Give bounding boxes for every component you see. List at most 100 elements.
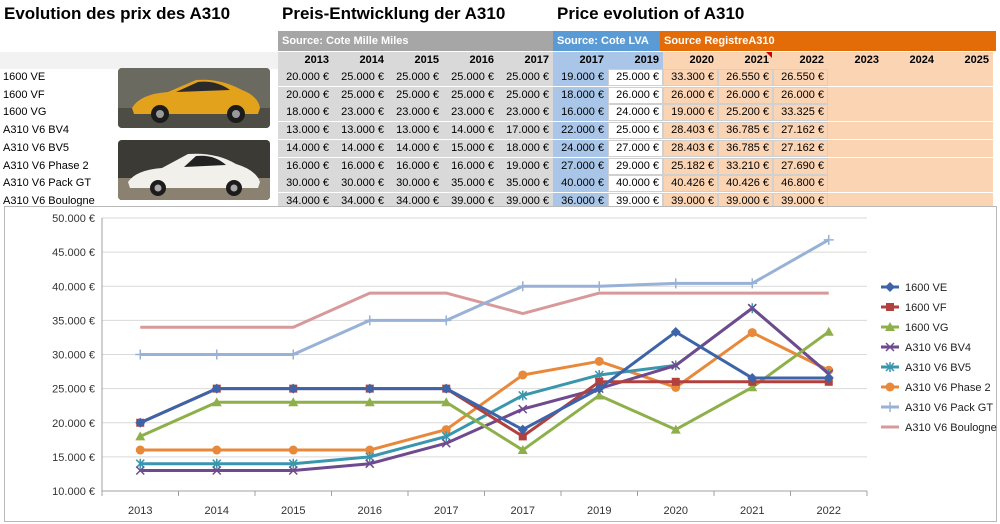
price-cell[interactable]: 30.000 €	[388, 175, 443, 193]
price-cell[interactable]: 27.000 €	[608, 139, 663, 157]
year-header[interactable]: 2017	[553, 52, 608, 69]
price-cell[interactable]: 24.000 €	[608, 104, 663, 122]
price-cell[interactable]: 29.000 €	[608, 157, 663, 175]
year-header[interactable]: 2022	[773, 52, 828, 69]
price-cell[interactable]: 33.325 €	[773, 104, 828, 122]
price-cell[interactable]: 39.000 €	[663, 192, 718, 210]
price-cell[interactable]: 39.000 €	[608, 192, 663, 210]
price-cell[interactable]: 25.000 €	[608, 122, 663, 140]
price-cell[interactable]: 27.690 €	[773, 157, 828, 175]
price-cell[interactable]: 25.000 €	[388, 69, 443, 86]
price-cell[interactable]: 13.000 €	[278, 122, 333, 140]
year-header[interactable]: 2021	[718, 52, 773, 69]
price-cell[interactable]: 25.200 €	[718, 104, 773, 122]
price-cell[interactable]	[828, 157, 883, 175]
price-cell[interactable]: 25.000 €	[498, 86, 553, 104]
price-cell[interactable]: 28.403 €	[663, 122, 718, 140]
year-header[interactable]: 2024	[883, 52, 938, 69]
price-cell[interactable]: 14.000 €	[443, 122, 498, 140]
price-cell[interactable]: 30.000 €	[278, 175, 333, 193]
price-cell[interactable]: 26.000 €	[608, 86, 663, 104]
price-cell[interactable]: 18.000 €	[498, 139, 553, 157]
price-cell[interactable]: 23.000 €	[498, 104, 553, 122]
year-header[interactable]: 2013	[278, 52, 333, 69]
price-cell[interactable]	[938, 69, 993, 86]
price-cell[interactable]: 19.000 €	[663, 104, 718, 122]
year-header[interactable]: 2025	[938, 52, 993, 69]
price-cell[interactable]	[883, 86, 938, 104]
price-cell[interactable]: 27.162 €	[773, 139, 828, 157]
model-label[interactable]: A310 V6 Boulogne	[3, 194, 95, 207]
price-cell[interactable]	[883, 175, 938, 193]
year-header[interactable]: 2014	[333, 52, 388, 69]
price-cell[interactable]	[883, 69, 938, 86]
price-cell[interactable]: 26.000 €	[663, 86, 718, 104]
price-cell[interactable]	[828, 175, 883, 193]
model-label[interactable]: 1600 VF	[3, 88, 45, 101]
model-label[interactable]: A310 V6 BV5	[3, 141, 70, 154]
price-cell[interactable]	[883, 157, 938, 175]
price-cell[interactable]: 36.785 €	[718, 122, 773, 140]
price-cell[interactable]: 39.000 €	[443, 192, 498, 210]
price-cell[interactable]: 20.000 €	[278, 86, 333, 104]
price-cell[interactable]: 27.162 €	[773, 122, 828, 140]
price-cell[interactable]: 23.000 €	[333, 104, 388, 122]
price-cell[interactable]	[828, 192, 883, 210]
price-cell[interactable]: 25.000 €	[443, 86, 498, 104]
price-cell[interactable]: 19.000 €	[498, 157, 553, 175]
price-cell[interactable]: 34.000 €	[333, 192, 388, 210]
price-cell[interactable]: 18.000 €	[553, 86, 608, 104]
price-cell[interactable]: 17.000 €	[498, 122, 553, 140]
price-cell[interactable]	[938, 139, 993, 157]
price-cell[interactable]: 35.000 €	[443, 175, 498, 193]
price-cell[interactable]	[828, 104, 883, 122]
price-cell[interactable]: 33.210 €	[718, 157, 773, 175]
price-cell[interactable]: 16.000 €	[443, 157, 498, 175]
price-cell[interactable]: 26.550 €	[773, 69, 828, 86]
price-cell[interactable]: 25.000 €	[333, 69, 388, 86]
model-label[interactable]: A310 V6 BV4	[3, 124, 70, 137]
price-cell[interactable]: 30.000 €	[333, 175, 388, 193]
price-cell[interactable]: 40.426 €	[663, 175, 718, 193]
price-cell[interactable]: 20.000 €	[278, 69, 333, 86]
price-cell[interactable]: 46.800 €	[773, 175, 828, 193]
price-cell[interactable]: 24.000 €	[553, 139, 608, 157]
price-cell[interactable]: 25.000 €	[333, 86, 388, 104]
year-header[interactable]: 2015	[388, 52, 443, 69]
price-cell[interactable]: 26.000 €	[773, 86, 828, 104]
price-cell[interactable]: 15.000 €	[443, 139, 498, 157]
price-cell[interactable]: 40.000 €	[553, 175, 608, 193]
price-cell[interactable]: 40.426 €	[718, 175, 773, 193]
price-cell[interactable]: 23.000 €	[443, 104, 498, 122]
price-cell[interactable]	[883, 139, 938, 157]
price-cell[interactable]	[883, 122, 938, 140]
price-cell[interactable]	[883, 104, 938, 122]
price-cell[interactable]: 25.182 €	[663, 157, 718, 175]
price-cell[interactable]: 28.403 €	[663, 139, 718, 157]
price-cell[interactable]: 39.000 €	[718, 192, 773, 210]
price-cell[interactable]: 25.000 €	[498, 69, 553, 86]
price-cell[interactable]: 26.550 €	[718, 69, 773, 86]
price-cell[interactable]: 25.000 €	[388, 86, 443, 104]
model-label[interactable]: A310 V6 Pack GT	[3, 177, 92, 190]
price-cell[interactable]: 33.300 €	[663, 69, 718, 86]
price-cell[interactable]	[828, 122, 883, 140]
price-cell[interactable]	[828, 139, 883, 157]
price-cell[interactable]: 23.000 €	[388, 104, 443, 122]
year-header[interactable]: 2016	[443, 52, 498, 69]
comment-indicator[interactable]	[766, 52, 772, 58]
year-header[interactable]: 2019	[608, 52, 663, 69]
price-cell[interactable]: 14.000 €	[278, 139, 333, 157]
price-cell[interactable]: 16.000 €	[278, 157, 333, 175]
price-cell[interactable]	[938, 157, 993, 175]
price-cell[interactable]: 13.000 €	[333, 122, 388, 140]
price-cell[interactable]	[938, 122, 993, 140]
price-cell[interactable]	[938, 104, 993, 122]
model-label[interactable]: A310 V6 Phase 2	[3, 159, 89, 172]
price-cell[interactable]: 40.000 €	[608, 175, 663, 193]
price-cell[interactable]: 39.000 €	[773, 192, 828, 210]
price-cell[interactable]: 26.000 €	[718, 86, 773, 104]
price-cell[interactable]: 36.000 €	[553, 192, 608, 210]
price-cell[interactable]	[828, 69, 883, 86]
price-cell[interactable]: 27.000 €	[553, 157, 608, 175]
